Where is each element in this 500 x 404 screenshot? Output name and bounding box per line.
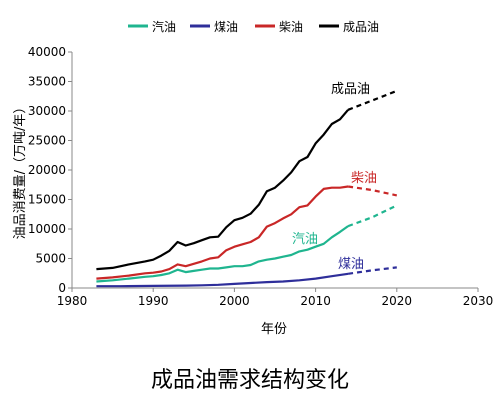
y-tick-label: 25000: [28, 134, 66, 148]
series-forecast-煤油: [347, 266, 397, 275]
y-tick-label: 0: [58, 281, 66, 295]
series-label-汽油: 汽油: [292, 232, 318, 247]
series-forecast-汽油: [347, 204, 398, 228]
x-tick-label: 1980: [57, 294, 88, 308]
y-tick-label: 10000: [28, 222, 66, 236]
legend-label-柴油: 柴油: [279, 20, 303, 34]
x-tick-label: 2000: [219, 294, 250, 308]
series-line-成品油: [96, 109, 349, 271]
x-tick-label: 2030: [463, 294, 494, 308]
chart-caption: 成品油需求结构变化: [150, 368, 349, 393]
legend-label-煤油: 煤油: [214, 20, 238, 34]
series-forecast-柴油: [347, 185, 398, 197]
series-label-成品油: 成品油: [331, 82, 370, 97]
series-line-柴油: [96, 185, 349, 280]
series-label-煤油: 煤油: [338, 257, 364, 272]
y-tick-label: 20000: [28, 163, 66, 177]
legend-label-汽油: 汽油: [152, 19, 176, 34]
y-tick-label: 40000: [28, 45, 66, 59]
y-tick-label: 5000: [35, 252, 66, 266]
series-label-柴油: 柴油: [351, 171, 377, 186]
y-axis-label: 油品消费量/（万吨/年）: [13, 101, 28, 240]
x-tick-label: 2010: [300, 294, 331, 308]
series-line-煤油: [96, 272, 349, 288]
series-layer: [96, 89, 398, 288]
y-tick-label: 15000: [28, 193, 66, 207]
legend-label-成品油: 成品油: [343, 20, 379, 34]
y-tick-label: 35000: [28, 75, 66, 89]
series-line-汽油: [96, 225, 349, 283]
x-tick-label: 2020: [382, 294, 413, 308]
x-tick-label: 1990: [138, 294, 169, 308]
y-tick-label: 30000: [28, 104, 66, 118]
x-axis-label: 年份: [261, 322, 287, 337]
legend: 汽油 煤油 柴油 成品油: [128, 19, 379, 34]
axes: 0 5000 10000 15000 20000 25000 30000 35000 40000…: [28, 45, 493, 308]
